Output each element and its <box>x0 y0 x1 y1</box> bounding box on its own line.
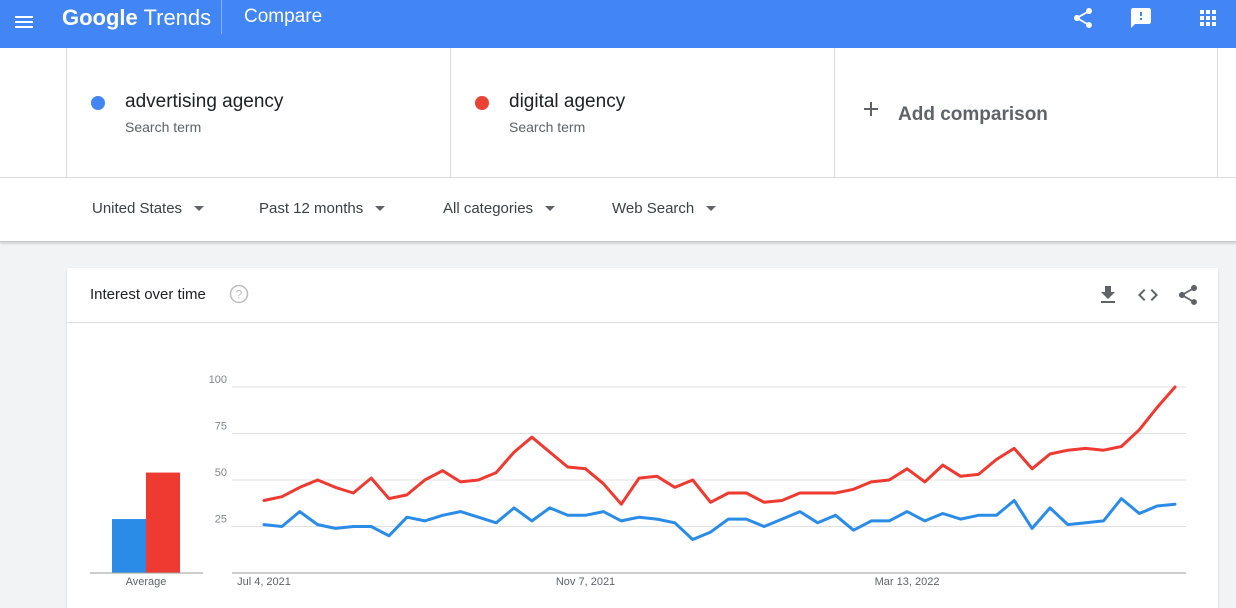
term-card-advertising-agency[interactable]: advertising agency Search term <box>66 48 450 177</box>
term-subtitle: Search term <box>125 119 202 135</box>
average-bars: Average <box>90 472 203 588</box>
caret-down-icon <box>194 206 205 211</box>
card-header: Interest over time ? <box>67 268 1218 323</box>
term-name: digital agency <box>509 91 626 112</box>
top-bar: Google Trends Compare <box>0 0 1236 48</box>
caret-down-icon <box>545 206 556 211</box>
apps-icon[interactable] <box>1196 6 1220 30</box>
chart-gridlines: 25 50 75 100 <box>209 374 1186 574</box>
google-trends-logo[interactable]: Google Trends <box>62 5 211 31</box>
series-line-digital-agency[interactable] <box>262 385 1177 506</box>
region-dropdown[interactable]: United States <box>92 200 205 217</box>
add-comparison-button[interactable]: Add comparison <box>834 48 1218 177</box>
y-tick-label: 100 <box>209 374 227 386</box>
svg-text:?: ? <box>236 288 243 302</box>
interest-over-time-card: Interest over time ? Average 25 50 75 100 J… <box>67 268 1218 608</box>
download-icon[interactable] <box>1096 283 1120 307</box>
search-type-dropdown[interactable]: Web Search <box>612 200 717 217</box>
term-color-dot <box>475 96 489 110</box>
interest-over-time-chart: Average 25 50 75 100 Jul 4, 2021 Nov 7, 2021… <box>90 374 1186 588</box>
feedback-icon[interactable] <box>1129 6 1153 30</box>
help-icon[interactable]: ? <box>229 284 249 304</box>
search-type-value: Web Search <box>612 200 695 217</box>
x-tick-label: Jul 4, 2021 <box>237 576 291 588</box>
series-line-advertising-agency[interactable] <box>262 497 1177 541</box>
term-name: advertising agency <box>125 91 284 112</box>
term-subtitle: Search term <box>509 119 586 135</box>
page-title: Compare <box>244 6 323 27</box>
term-card-digital-agency[interactable]: digital agency Search term <box>450 48 834 177</box>
region-value: United States <box>92 200 183 217</box>
plus-icon <box>864 102 878 116</box>
term-color-dot <box>91 96 105 110</box>
category-value: All categories <box>443 200 534 217</box>
filter-bar: United States Past 12 months All categor… <box>0 178 1236 242</box>
chart-series <box>262 385 1177 541</box>
menu-icon[interactable] <box>12 10 36 34</box>
share-icon[interactable] <box>1176 283 1200 307</box>
x-axis-labels: Jul 4, 2021 Nov 7, 2021 Mar 13, 2022 <box>237 576 939 588</box>
header-divider <box>221 0 222 34</box>
share-icon[interactable] <box>1071 6 1095 30</box>
average-bar-advertising-agency[interactable] <box>112 519 146 573</box>
card-title: Interest over time <box>90 286 206 303</box>
add-comparison-label: Add comparison <box>898 104 1048 125</box>
y-tick-label: 75 <box>215 421 227 433</box>
y-tick-label: 25 <box>215 514 227 526</box>
time-range-value: Past 12 months <box>259 200 364 217</box>
category-dropdown[interactable]: All categories <box>443 200 556 217</box>
caret-down-icon <box>706 206 717 211</box>
search-terms-bar: advertising agency Search term digital a… <box>0 48 1236 178</box>
embed-icon[interactable] <box>1136 283 1160 307</box>
x-tick-label: Mar 13, 2022 <box>875 576 940 588</box>
y-tick-label: 50 <box>215 467 227 479</box>
logo-trends-text: Trends <box>143 5 212 30</box>
x-tick-label: Nov 7, 2021 <box>556 576 615 588</box>
average-label: Average <box>126 576 167 588</box>
average-bar-digital-agency[interactable] <box>146 472 180 573</box>
time-range-dropdown[interactable]: Past 12 months <box>259 200 386 217</box>
logo-google-text: Google <box>62 5 138 30</box>
caret-down-icon <box>375 206 386 211</box>
